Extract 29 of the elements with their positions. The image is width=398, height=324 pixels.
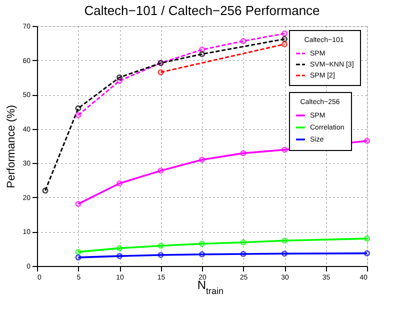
- point: [240, 250, 246, 258]
- point: [198, 51, 206, 58]
- point: [281, 238, 288, 244]
- point: [116, 253, 123, 260]
- point: [198, 46, 206, 53]
- point: [158, 69, 164, 76]
- point: [198, 251, 206, 258]
- point: [158, 168, 164, 174]
- chart-title: Caltech−101 / Caltech−256 Performance: [84, 3, 320, 18]
- point: [198, 156, 206, 163]
- point: [158, 242, 164, 249]
- point: [281, 30, 288, 37]
- point: [281, 36, 288, 42]
- point: [116, 74, 123, 80]
- point: [75, 112, 82, 118]
- point: [281, 146, 288, 153]
- point: [116, 180, 123, 186]
- point: [198, 240, 206, 247]
- point: [240, 38, 246, 44]
- y-axis-title: Performance (%): [6, 104, 18, 188]
- point: [42, 188, 48, 194]
- point: [116, 78, 123, 84]
- point: [116, 245, 123, 252]
- point: [158, 252, 164, 258]
- point: [281, 250, 288, 257]
- point: [240, 150, 246, 156]
- point: [281, 41, 288, 48]
- point: [240, 239, 246, 246]
- point: [75, 105, 82, 112]
